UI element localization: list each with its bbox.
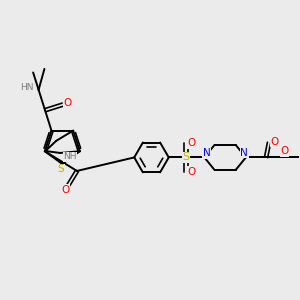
- Text: O: O: [188, 138, 196, 148]
- Text: O: O: [61, 185, 70, 195]
- Text: S: S: [58, 164, 64, 174]
- Text: NH: NH: [64, 152, 77, 161]
- Text: O: O: [188, 167, 196, 177]
- Text: O: O: [280, 146, 289, 157]
- Text: O: O: [271, 137, 279, 147]
- Text: O: O: [64, 98, 72, 108]
- Text: N: N: [241, 148, 248, 158]
- Text: N: N: [203, 148, 211, 158]
- Text: S: S: [182, 152, 190, 162]
- Text: HN: HN: [20, 83, 33, 92]
